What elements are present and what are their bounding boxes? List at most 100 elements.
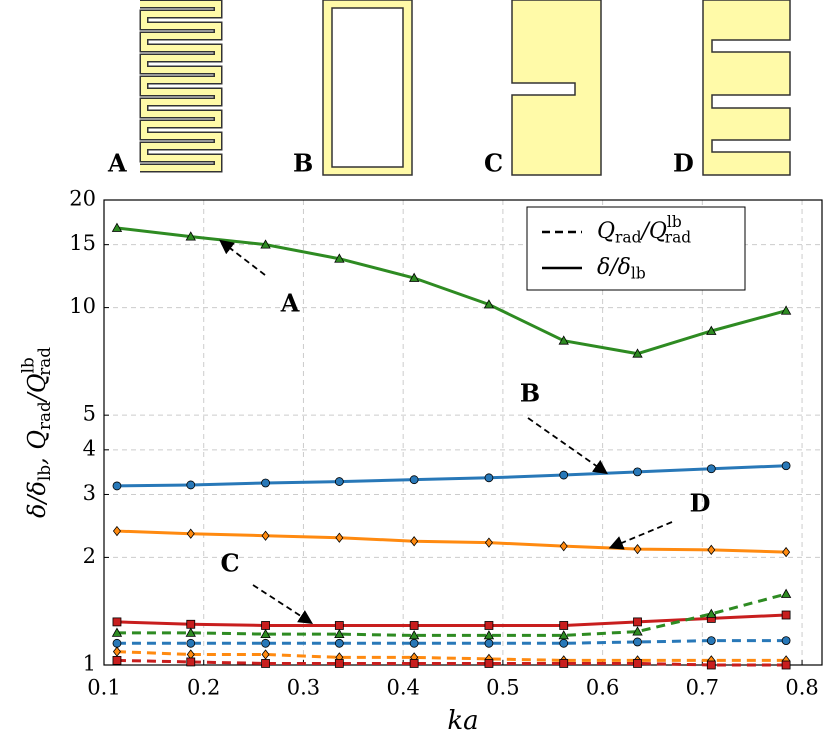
y-axis-label-part: /Q <box>23 373 51 403</box>
marker <box>707 544 716 555</box>
marker <box>559 621 569 630</box>
marker <box>633 617 642 627</box>
marker <box>261 530 270 541</box>
y-tick-label: 1 <box>83 652 96 676</box>
marker <box>780 588 792 598</box>
icon-d <box>702 0 791 176</box>
marker <box>633 637 642 647</box>
marker <box>706 660 716 670</box>
legend-label-part: /Q <box>639 219 666 244</box>
legend-label-part: rad <box>665 229 692 247</box>
legend-label-part: Q <box>597 219 615 244</box>
y-tick-label: 3 <box>83 481 96 505</box>
marker <box>185 627 196 637</box>
series-line <box>116 658 787 667</box>
series-line <box>116 613 787 627</box>
marker <box>186 619 196 629</box>
x-tick-label: 0.5 <box>486 676 519 700</box>
legend-label-part: rad <box>615 229 642 247</box>
marker <box>782 546 791 558</box>
icon-c <box>511 0 602 176</box>
marker <box>781 660 791 670</box>
y-axis-label-part: lb <box>34 465 54 481</box>
y-axis-label-part: rad <box>34 401 54 430</box>
y-tick-label: 4 <box>83 436 96 460</box>
marker <box>261 659 270 668</box>
marker <box>781 610 791 620</box>
marker <box>186 638 196 648</box>
marker <box>261 478 270 488</box>
marker <box>334 253 345 263</box>
annotation-arrow <box>219 239 266 276</box>
legend-label: Qrad/Qlb rad <box>597 213 691 246</box>
marker <box>334 628 345 639</box>
marker <box>111 222 123 232</box>
marker <box>112 646 121 657</box>
marker <box>409 638 419 648</box>
marker <box>484 638 494 648</box>
marker <box>261 638 270 648</box>
series-line <box>116 650 787 662</box>
marker <box>260 628 271 639</box>
marker <box>706 636 716 646</box>
marker <box>261 649 270 660</box>
legend-label-part: lb <box>667 213 682 231</box>
y-axis-label: δ/δlb, Qrad/Qlbrad <box>17 347 54 518</box>
series-line <box>116 529 787 554</box>
marker <box>559 470 569 480</box>
marker <box>559 541 568 552</box>
y-tick-label: 15 <box>69 231 96 255</box>
x-tick-label: 0.2 <box>187 676 220 700</box>
marker <box>558 335 569 345</box>
legend-label-part: δ/δ <box>597 255 631 280</box>
marker <box>112 638 122 648</box>
legend-box <box>526 206 746 291</box>
marker <box>112 656 122 665</box>
icon-a <box>139 0 223 173</box>
marker <box>409 659 419 668</box>
marker <box>112 617 122 627</box>
annotation: B <box>520 379 540 408</box>
marker <box>633 467 642 477</box>
annotation-arrow <box>252 584 314 624</box>
x-tick-label: 0.8 <box>785 676 818 700</box>
marker <box>781 461 791 471</box>
annotation: D <box>690 489 711 518</box>
marker <box>261 621 270 630</box>
y-axis-label-part: rad <box>34 347 54 376</box>
marker <box>111 627 123 637</box>
marker <box>186 657 196 667</box>
icon-label: A <box>107 149 127 178</box>
y-tick-label: 10 <box>69 294 96 318</box>
marker <box>706 325 717 335</box>
marker <box>409 621 419 630</box>
marker <box>410 536 419 547</box>
y-tick-label: 5 <box>83 402 96 426</box>
marker <box>186 528 195 539</box>
annotation: C <box>220 549 239 578</box>
series-line <box>116 464 787 488</box>
marker <box>185 231 196 241</box>
marker <box>334 659 344 668</box>
x-tick-label: 0.4 <box>386 676 419 700</box>
x-tick-label: 0.6 <box>586 676 619 700</box>
icon-label: D <box>673 149 694 178</box>
marker <box>706 464 716 474</box>
marker <box>780 305 792 315</box>
annotation-arrow <box>527 417 608 475</box>
marker <box>633 543 642 555</box>
annotation: A <box>280 289 300 318</box>
marker <box>112 481 122 491</box>
y-axis-label-part: δ/δ <box>23 481 51 518</box>
marker <box>484 537 493 548</box>
marker <box>186 480 196 490</box>
marker <box>409 475 419 485</box>
legend-label: δ/δlb <box>597 255 646 283</box>
x-axis-label: ka <box>447 706 478 736</box>
marker <box>633 659 642 668</box>
marker <box>408 272 420 282</box>
marker <box>484 621 494 630</box>
marker <box>334 477 344 486</box>
x-tick-label: 0.7 <box>686 676 719 700</box>
